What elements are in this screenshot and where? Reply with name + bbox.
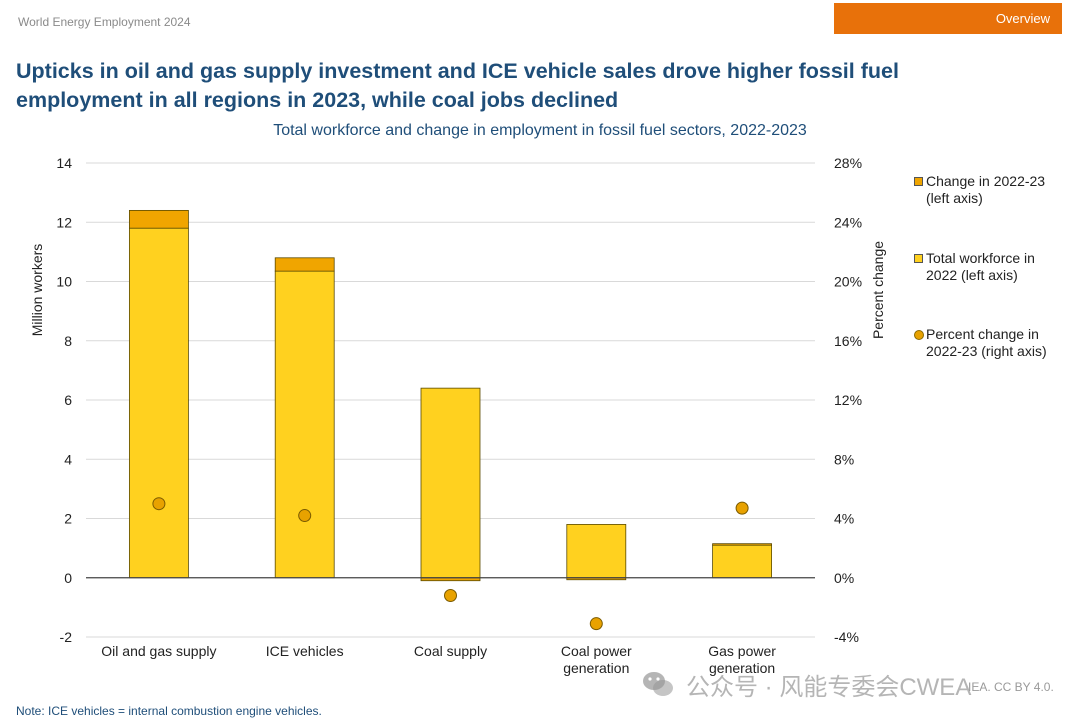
- bar-change: [712, 543, 772, 546]
- y-tick-right: -4%: [834, 629, 859, 645]
- y-axis-title-left: Million workers: [29, 244, 45, 337]
- y-tick-left: -2: [60, 629, 73, 645]
- x-tick-label: Coal supply: [414, 643, 487, 659]
- wechat-icon: [643, 672, 673, 696]
- chart-subtitle: Total workforce and change in employment…: [273, 122, 807, 139]
- y-tick-right: 0%: [834, 570, 854, 586]
- y-tick-left: 2: [64, 511, 72, 527]
- point-percent-change: [735, 501, 749, 515]
- point-percent-change: [444, 589, 457, 603]
- legend-total-label: Total workforce in 2022 (left axis): [926, 250, 1035, 283]
- bar-total: [420, 387, 481, 579]
- chart-note: Note: ICE vehicles = internal combustion…: [16, 704, 322, 718]
- x-tick-label: generation: [563, 660, 629, 676]
- watermark-text: 公众号 · 风能专委会CWEA: [686, 673, 972, 701]
- bar-total: [566, 524, 627, 579]
- legend-change: Change in 2022-23 (left axis): [914, 173, 1066, 207]
- bar-total: [274, 270, 335, 579]
- legend-change-label: Change in 2022-23 (left axis): [926, 173, 1046, 206]
- x-tick-label: Oil and gas supply: [101, 643, 216, 659]
- y-tick-left: 6: [64, 392, 72, 408]
- y-axis-title-right: Percent change: [870, 241, 886, 339]
- legend-total-swatch: [914, 254, 923, 263]
- y-tick-left: 8: [64, 333, 72, 349]
- point-percent-change: [589, 617, 603, 631]
- bar-change: [128, 209, 189, 229]
- y-tick-right: 8%: [834, 451, 854, 467]
- bar-total: [712, 544, 772, 579]
- x-tick-label: Gas power: [708, 643, 776, 659]
- y-tick-left: 10: [56, 274, 72, 290]
- y-tick-left: 14: [56, 155, 72, 171]
- point-percent-change: [152, 497, 166, 511]
- bar-total: [128, 227, 189, 579]
- x-tick-label: generation: [709, 660, 775, 676]
- overview-badge[interactable]: Overview: [834, 3, 1062, 34]
- credit: IEA. CC BY 4.0.: [968, 680, 1054, 694]
- report-name: World Energy Employment 2024: [18, 15, 191, 29]
- chart-title: Upticks in oil and gas supply investment…: [16, 59, 899, 112]
- legend-total: Total workforce in 2022 (left axis): [914, 250, 1066, 284]
- bar-change: [274, 257, 335, 272]
- y-tick-right: 16%: [834, 333, 862, 349]
- x-tick-label: ICE vehicles: [266, 643, 344, 659]
- legend-percent-marker: [914, 330, 924, 340]
- y-tick-right: 20%: [834, 274, 862, 290]
- y-tick-left: 12: [56, 214, 72, 230]
- point-percent-change: [298, 509, 312, 523]
- y-tick-right: 12%: [834, 392, 862, 408]
- y-tick-right: 4%: [834, 511, 854, 527]
- x-tick-label: Coal power: [561, 643, 632, 659]
- y-tick-right: 24%: [834, 214, 862, 230]
- legend-percent: Percent change in 2022-23 (right axis): [914, 326, 1066, 360]
- legend-change-swatch: [914, 177, 923, 186]
- y-tick-right: 28%: [834, 155, 862, 171]
- y-tick-left: 4: [64, 451, 72, 467]
- legend-percent-label: Percent change in 2022-23 (right axis): [926, 326, 1047, 359]
- y-tick-left: 0: [64, 570, 72, 586]
- watermark: 公众号 · 风能专委会CWEA: [640, 666, 971, 702]
- fossil-employment-chart: -2 -4%0 0%2 4%4 8%6 12%8 16%10 20%12 24%14 28%Mil…: [29, 155, 886, 676]
